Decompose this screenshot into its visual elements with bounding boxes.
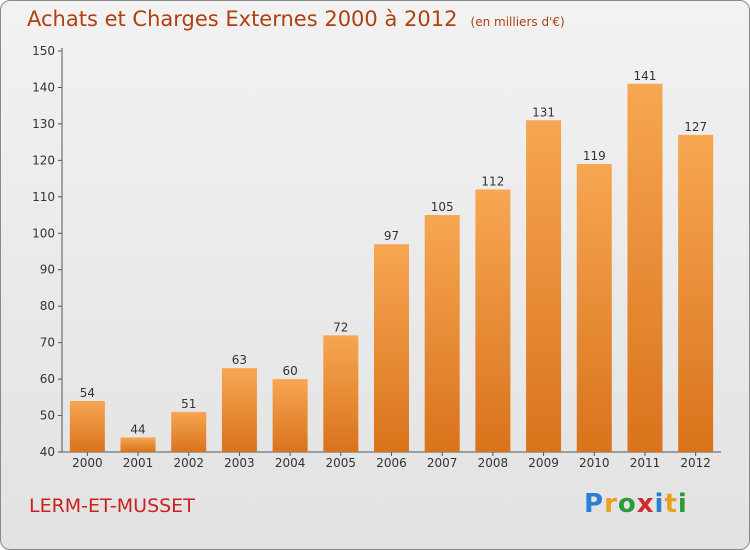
y-tick-label: 100 bbox=[32, 226, 55, 240]
bar-2010 bbox=[576, 164, 612, 452]
bars bbox=[69, 83, 714, 453]
bar-value-label: 127 bbox=[684, 120, 707, 134]
x-tick-label: 2007 bbox=[427, 456, 458, 470]
bar-value-label: 51 bbox=[181, 397, 196, 411]
y-tick-label: 80 bbox=[40, 299, 55, 313]
chart-unit: (en milliers d'€) bbox=[470, 15, 565, 29]
logo-letter: t bbox=[664, 489, 678, 519]
bar-2001 bbox=[120, 437, 156, 452]
proxiti-logo: Proxiti bbox=[584, 489, 688, 519]
x-tick-label: 2002 bbox=[173, 456, 204, 470]
bar-value-label: 119 bbox=[583, 149, 606, 163]
chart-title: Achats et Charges Externes 2000 à 2012 bbox=[27, 7, 458, 31]
logo-letter: i bbox=[677, 489, 688, 519]
y-tick-label: 50 bbox=[40, 409, 55, 423]
chart-title-block: Achats et Charges Externes 2000 à 2012 (… bbox=[27, 7, 565, 31]
x-tick-label: 2009 bbox=[528, 456, 559, 470]
logo-letter: i bbox=[654, 489, 665, 519]
bar-value-label: 63 bbox=[232, 353, 247, 367]
bar-2006 bbox=[374, 244, 409, 452]
place-name: LERM-ET-MUSSET bbox=[29, 495, 195, 517]
bar-value-label: 97 bbox=[384, 229, 399, 243]
bar-2003 bbox=[221, 368, 257, 452]
logo-letter: P bbox=[584, 489, 605, 519]
x-tick-label: 2008 bbox=[478, 456, 509, 470]
axes: 40 50 60 70 80 90 100 110 120 130 140 150 2000 2001 20… bbox=[32, 44, 721, 470]
bar-value-label: 60 bbox=[282, 364, 297, 378]
bar-value-label: 72 bbox=[333, 320, 348, 334]
bar-2000 bbox=[69, 400, 105, 452]
x-tick-label: 2005 bbox=[326, 456, 357, 470]
bar-2009 bbox=[526, 120, 562, 452]
x-tick-label: 2000 bbox=[72, 456, 103, 470]
x-tick-label: 2011 bbox=[630, 456, 661, 470]
x-tick-label: 2006 bbox=[376, 456, 407, 470]
y-tick-label: 130 bbox=[32, 117, 55, 131]
bar-value-label: 105 bbox=[431, 200, 454, 214]
bar-2002 bbox=[171, 411, 207, 452]
x-tick-label: 2003 bbox=[224, 456, 255, 470]
y-tick-label: 140 bbox=[32, 80, 55, 94]
bar-value-label: 131 bbox=[532, 105, 555, 119]
logo-letter: x bbox=[636, 489, 655, 519]
bar-value-label: 44 bbox=[130, 422, 145, 436]
bar-value-label: 112 bbox=[481, 175, 504, 189]
x-tick-label: 2004 bbox=[275, 456, 306, 470]
data-labels: 54 44 51 63 60 72 97 105 112 131 119 141 127 bbox=[80, 69, 707, 437]
y-tick-label: 150 bbox=[32, 44, 55, 58]
bar-2008 bbox=[475, 189, 511, 452]
x-tick-label: 2012 bbox=[680, 456, 711, 470]
y-tick-label: 110 bbox=[32, 190, 55, 204]
bar-2012 bbox=[678, 134, 714, 452]
y-tick-label: 60 bbox=[40, 372, 55, 386]
y-tick-label: 70 bbox=[40, 336, 55, 350]
bar-2004 bbox=[272, 379, 308, 452]
x-tick-label: 2010 bbox=[579, 456, 610, 470]
logo-letter: o bbox=[617, 489, 637, 519]
bar-value-label: 54 bbox=[80, 386, 95, 400]
y-tick-label: 90 bbox=[40, 263, 55, 277]
logo-letter: r bbox=[604, 489, 618, 519]
y-tick-label: 40 bbox=[40, 445, 55, 459]
bar-2005 bbox=[323, 335, 359, 452]
bar-value-label: 141 bbox=[634, 69, 657, 83]
x-tick-label: 2001 bbox=[123, 456, 154, 470]
bar-2007 bbox=[424, 215, 460, 452]
bar-2011 bbox=[627, 83, 663, 453]
y-tick-label: 120 bbox=[32, 153, 55, 167]
